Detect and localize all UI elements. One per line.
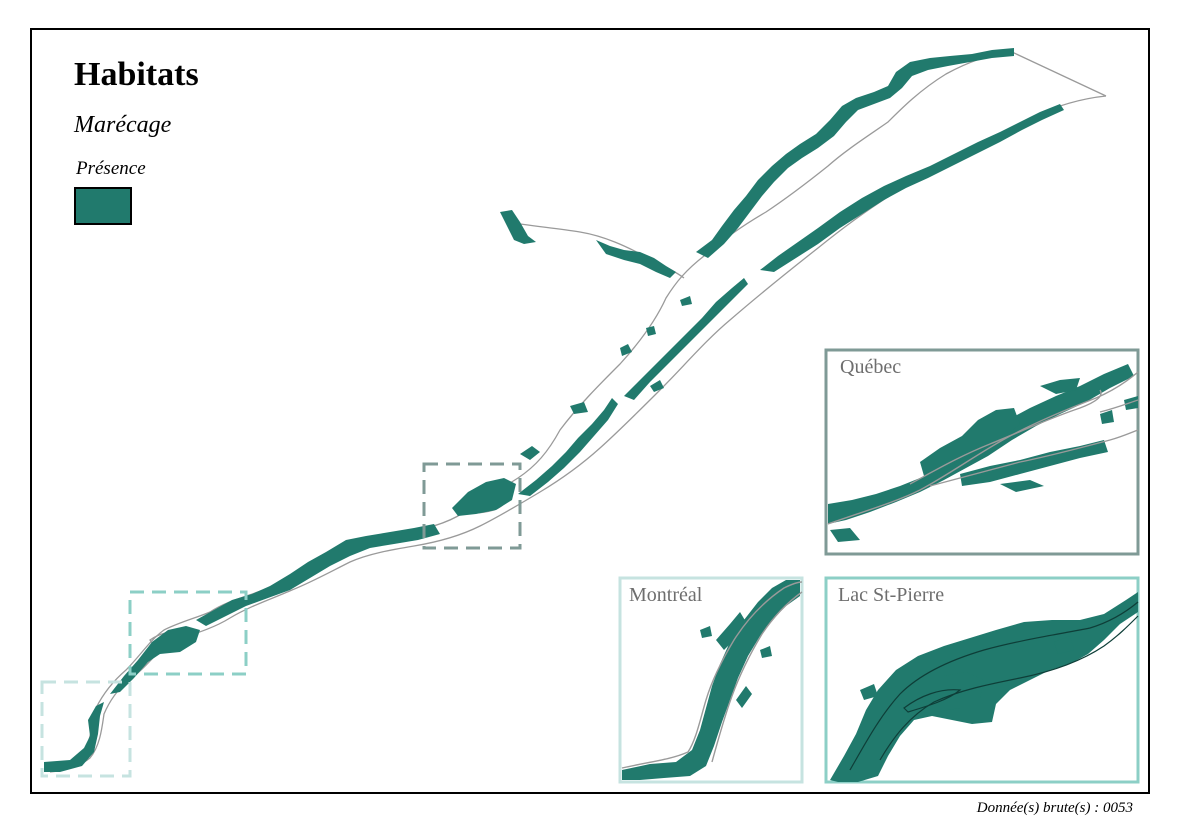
inset-quebec: [824, 348, 1140, 556]
map-frame: [30, 28, 1150, 794]
map-title: Habitats: [74, 56, 199, 93]
map-subtitle: Marécage: [74, 112, 172, 138]
locator-box-quebec: [422, 462, 522, 550]
habitat-presence: [44, 48, 1064, 772]
data-source-footer: Donnée(s) brute(s) : 0053: [976, 800, 1133, 816]
locator-box-lac-st-pierre: [128, 590, 248, 676]
inset-montreal: [618, 576, 804, 784]
inset-label-montreal: Montréal: [629, 584, 703, 606]
inset-label-lac-st-pierre: Lac St-Pierre: [838, 584, 945, 606]
locator-boxes: [40, 462, 522, 778]
inset-label-quebec: Québec: [840, 356, 902, 378]
locator-box-montreal: [40, 680, 132, 778]
inset-lac-st-pierre: [824, 576, 1140, 784]
legend-label: Présence: [76, 158, 146, 179]
legend-swatch: [74, 187, 132, 225]
